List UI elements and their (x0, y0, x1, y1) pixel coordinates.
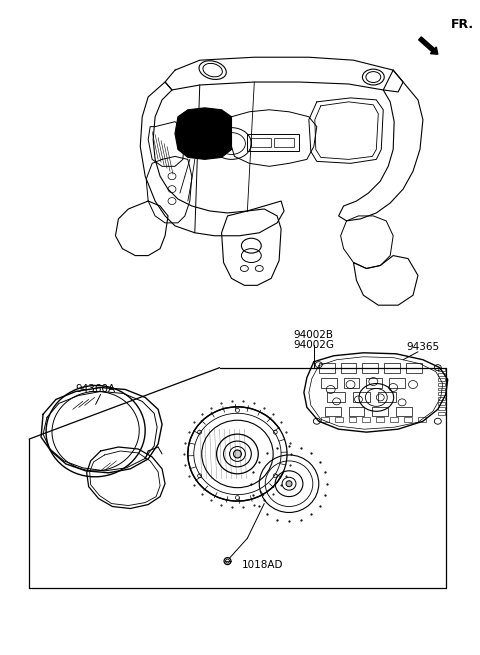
Bar (438, 407, 445, 410)
Ellipse shape (233, 450, 241, 458)
Bar (362, 417, 371, 422)
Bar (352, 392, 371, 402)
FancyArrow shape (419, 37, 438, 54)
Bar (438, 412, 445, 415)
Bar (404, 417, 412, 422)
Bar (274, 138, 294, 147)
Bar (396, 407, 412, 417)
Polygon shape (175, 108, 231, 159)
Bar (384, 363, 400, 373)
Bar (438, 373, 445, 375)
Bar (341, 363, 357, 373)
Text: 1018AD: 1018AD (241, 560, 283, 570)
Bar (390, 417, 398, 422)
Bar (362, 363, 378, 373)
Bar (335, 417, 343, 422)
Text: 94002B: 94002B (294, 330, 334, 340)
Bar (389, 377, 405, 388)
Bar (438, 388, 445, 390)
Bar (327, 392, 345, 402)
Bar (372, 407, 388, 417)
Bar (325, 407, 341, 417)
Polygon shape (180, 110, 225, 145)
Bar (418, 417, 426, 422)
Bar (252, 138, 271, 147)
Ellipse shape (286, 481, 292, 487)
Bar (438, 377, 445, 381)
Text: 94360A: 94360A (76, 384, 116, 394)
Text: FR.: FR. (451, 18, 474, 31)
Bar (406, 363, 422, 373)
Bar (376, 417, 384, 422)
Bar (321, 417, 329, 422)
Bar (348, 417, 357, 422)
Bar (438, 367, 445, 371)
Bar (319, 363, 335, 373)
Bar (348, 407, 364, 417)
Bar (344, 377, 360, 388)
Bar (438, 402, 445, 405)
Bar (378, 392, 396, 402)
Bar (321, 377, 336, 388)
Text: 94365: 94365 (406, 342, 439, 352)
Text: 94002G: 94002G (293, 340, 335, 350)
Bar (366, 377, 382, 388)
Bar (438, 392, 445, 396)
Bar (247, 134, 299, 151)
Bar (438, 398, 445, 400)
Bar (438, 383, 445, 386)
